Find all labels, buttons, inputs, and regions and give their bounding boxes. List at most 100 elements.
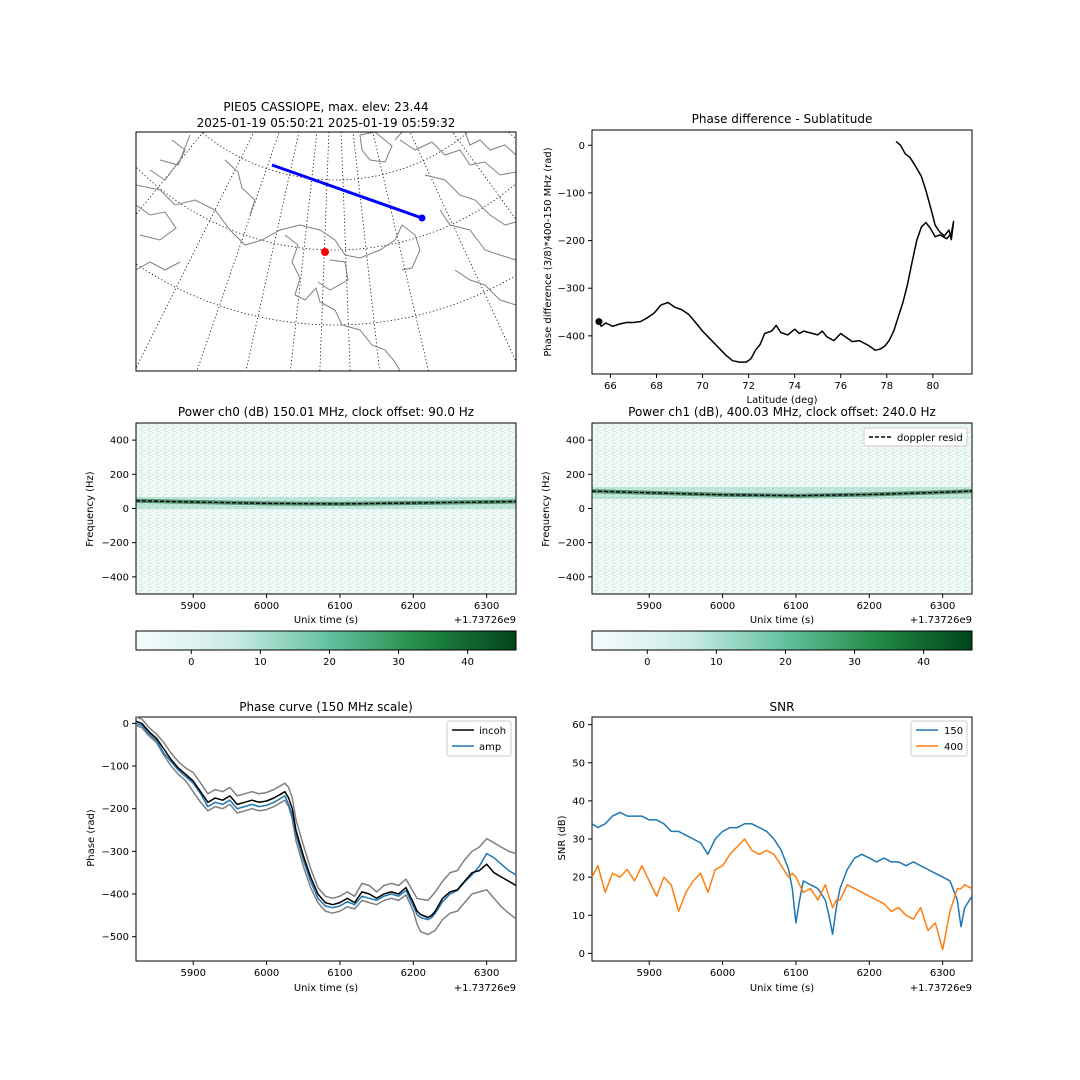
y-tick-label: −400 [558, 331, 585, 342]
x-tick-label: 6200 [857, 601, 882, 612]
phase-curve-offset: +1.73726e9 [454, 983, 516, 994]
y-tick-label: −300 [558, 284, 585, 295]
legend-amp-label: amp [479, 742, 501, 753]
legend-150-label: 150 [944, 726, 963, 737]
orbit-end-marker [418, 214, 426, 222]
y-tick-label: −100 [558, 188, 585, 199]
y-tick-label: −100 [102, 762, 129, 773]
axes-frame [591, 422, 973, 595]
phase-lat-line [598, 140, 955, 363]
colorbar-tick-label: 10 [254, 657, 267, 668]
x-tick-label: 6300 [474, 601, 499, 612]
power1-legend-label: doppler resid [897, 433, 963, 444]
power0-colorbar-ticks: 0 10 20 30 40 [188, 650, 474, 668]
phase-curve-title: Phase curve (150 MHz scale) [239, 700, 413, 714]
map-panel: PIE05 CASSIOPE, max. elev: 23.44 2025-01… [135, 100, 517, 372]
y-tick-label: 0 [123, 719, 129, 730]
x-tick-label: 6100 [783, 601, 808, 612]
map-subtitle: 2025-01-19 05:50:21 2025-01-19 05:59:32 [197, 116, 456, 130]
snr-title: SNR [770, 700, 795, 714]
power0-colorbar [135, 630, 517, 651]
phase-curve-xlabel: Unix time (s) [294, 983, 358, 994]
phase-curve-legend: incoh amp [446, 720, 512, 757]
y-tick-label: 0 [579, 949, 585, 960]
colorbar-tick-label: 10 [710, 657, 723, 668]
power1-legend: doppler resid [863, 427, 968, 447]
x-tick-label: 5900 [180, 601, 205, 612]
x-tick-label: 76 [834, 381, 847, 392]
y-tick-label: −200 [558, 538, 585, 549]
x-tick-label: 6200 [857, 968, 882, 979]
map-frame [135, 131, 517, 372]
y-tick-label: −500 [102, 932, 129, 943]
snr-series-150 [591, 811, 973, 936]
map-area [136, 132, 516, 371]
y-tick-label: 60 [572, 720, 585, 731]
snr-panel: SNR 5900 6000 6100 6200 6300 0 10 20 30 40 50 60 Un… [557, 700, 973, 994]
snr-ylabel: SNR (dB) [557, 815, 568, 860]
colorbar-tick-label: 0 [188, 657, 194, 668]
axes-frame [135, 422, 517, 595]
phase-curve-panel: Phase curve (150 MHz scale) 5900 6000 6100… [86, 700, 517, 994]
x-tick-label: 5900 [636, 601, 661, 612]
power0-ylabel: Frequency (Hz) [85, 471, 96, 547]
x-tick-label: 72 [742, 381, 755, 392]
power1-title: Power ch1 (dB), 400.03 MHz, clock offset… [628, 405, 936, 419]
phase-lat-start-marker [595, 318, 603, 326]
colorbar-tick-label: 0 [644, 657, 650, 668]
x-tick-label: 66 [604, 381, 617, 392]
snr-legend: 150 400 [910, 720, 968, 757]
power1-colorbar-ticks: 0 10 20 30 40 [644, 650, 930, 668]
power-ch1-panel: Power ch1 (dB), 400.03 MHz, clock offset… [541, 405, 973, 668]
snr-plot: 5900 6000 6100 6200 6300 0 10 20 30 40 50 60 [572, 716, 973, 979]
x-tick-label: 5900 [180, 968, 205, 979]
phase-lat-plot: 66 68 70 72 74 76 78 80 0 −100 −200 −300 −400 [558, 129, 973, 392]
x-tick-label: 6000 [254, 968, 279, 979]
y-tick-label: 0 [579, 504, 585, 515]
x-tick-label: 6300 [474, 968, 499, 979]
x-tick-label: 78 [880, 381, 893, 392]
orbit-ground-track [271, 163, 423, 220]
power0-offset: +1.73726e9 [454, 615, 516, 626]
x-tick-label: 6000 [710, 968, 735, 979]
axes-frame [135, 716, 517, 962]
y-tick-label: −200 [102, 804, 129, 815]
x-tick-label: 70 [696, 381, 709, 392]
power1-colorbar [591, 630, 973, 651]
power1-spectrogram [592, 423, 972, 594]
power0-xlabel: Unix time (s) [294, 615, 358, 626]
phase-curve-ylabel: Phase (rad) [86, 809, 97, 867]
graticule [136, 132, 516, 371]
y-tick-label: −200 [558, 236, 585, 247]
phase-lat-ylabel: Phase difference (3/8)*400-150 MHz (rad) [543, 147, 554, 356]
y-tick-label: 0 [123, 504, 129, 515]
y-tick-label: 30 [572, 835, 585, 846]
x-tick-label: 74 [788, 381, 801, 392]
x-tick-label: 6000 [254, 601, 279, 612]
y-tick-label: 40 [572, 796, 585, 807]
x-tick-label: 68 [650, 381, 663, 392]
power1-ylabel: Frequency (Hz) [541, 471, 552, 547]
phase-series-0 [135, 720, 517, 919]
snr-series-400 [591, 838, 973, 951]
y-tick-label: 200 [566, 470, 585, 481]
y-tick-label: 400 [566, 436, 585, 447]
x-tick-label: 6200 [401, 968, 426, 979]
phase-series-3 [135, 724, 517, 936]
x-tick-label: 6300 [930, 601, 955, 612]
phase-lat-xlabel: Latitude (deg) [747, 395, 818, 406]
power1-xlabel: Unix time (s) [750, 615, 814, 626]
colorbar-tick-label: 40 [917, 657, 930, 668]
y-tick-label: 20 [572, 873, 585, 884]
power0-spectrogram [136, 423, 516, 594]
y-tick-label: 10 [572, 911, 585, 922]
power1-plot: 5900 6000 6100 6200 6300 400 200 0 −200 −400 [558, 422, 973, 612]
colorbar-tick-label: 20 [323, 657, 336, 668]
y-tick-label: 200 [110, 470, 129, 481]
x-tick-label: 6000 [710, 601, 735, 612]
phase-lat-title: Phase difference - Sublatitude [692, 112, 873, 126]
y-tick-label: −400 [102, 890, 129, 901]
y-tick-label: 0 [579, 141, 585, 152]
colorbar-tick-label: 30 [848, 657, 861, 668]
